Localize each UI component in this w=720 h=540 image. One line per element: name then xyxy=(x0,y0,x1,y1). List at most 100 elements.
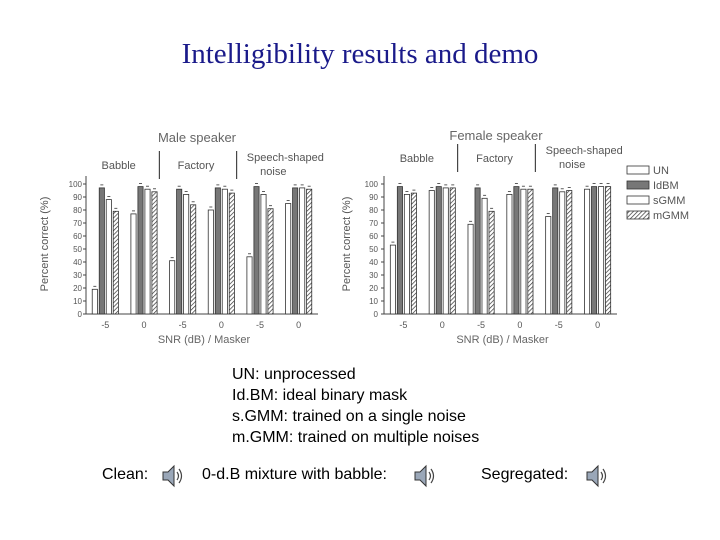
bar-un xyxy=(130,213,137,315)
y-tick-label: 100 xyxy=(365,180,379,189)
panel-title: Female speaker xyxy=(449,128,543,143)
bar-sgmm xyxy=(598,186,605,315)
bar-sgmm xyxy=(481,197,488,315)
audio-row: Clean: 0-d.B mixture with babble: Segreg… xyxy=(0,462,720,492)
legend-item: sGMM xyxy=(653,195,685,207)
bar-mgmm xyxy=(449,187,456,315)
x-tick-label: -5 xyxy=(101,320,109,330)
bar-mgmm xyxy=(527,188,534,315)
bar-mgmm xyxy=(112,210,119,315)
x-tick-label: 0 xyxy=(141,320,146,330)
x-tick-label: 0 xyxy=(517,320,522,330)
y-tick-label: 50 xyxy=(369,245,378,254)
masker-label: Babble xyxy=(102,160,136,172)
y-tick-label: 30 xyxy=(73,271,82,280)
x-tick-label: 0 xyxy=(595,320,600,330)
panel-title: Male speaker xyxy=(158,130,237,145)
legend-item: IdBM xyxy=(653,180,679,192)
y-tick-label: 40 xyxy=(369,258,378,267)
abbr-mgmm: m.GMM: trained on multiple noises xyxy=(232,429,480,446)
legend-swatch xyxy=(626,165,650,175)
bar-un xyxy=(584,188,591,315)
abbr-idbm: Id.BM: ideal binary mask xyxy=(232,387,408,404)
x-tick-label: -5 xyxy=(555,320,563,330)
x-tick-label: -5 xyxy=(256,320,264,330)
x-tick-label: 0 xyxy=(219,320,224,330)
y-axis-label: Percent correct (%) xyxy=(39,197,51,292)
bar-un xyxy=(91,288,98,315)
bar-idbm xyxy=(435,186,442,315)
y-tick-label: 0 xyxy=(374,310,379,319)
bar-mgmm xyxy=(190,204,197,315)
y-tick-label: 90 xyxy=(369,193,378,202)
y-tick-label: 50 xyxy=(73,245,82,254)
bar-mgmm xyxy=(306,188,313,315)
bar-idbm xyxy=(292,187,299,315)
abbreviations: UN: unprocessed Id.BM: ideal binary mask… xyxy=(232,364,479,448)
mixture-speaker-icon[interactable] xyxy=(412,462,438,490)
bar-sgmm xyxy=(442,187,449,315)
charts: Male speaker Percent correct (%) 0 10 20 30 40… xyxy=(39,128,689,346)
y-tick-label: 90 xyxy=(73,193,82,202)
clean-speaker-icon[interactable] xyxy=(160,462,186,490)
bar-idbm xyxy=(98,187,105,315)
legend-item: UN xyxy=(653,165,669,177)
y-tick-label: 70 xyxy=(73,219,82,228)
y-tick-label: 60 xyxy=(369,232,378,241)
abbr-un: UN: unprocessed xyxy=(232,366,356,383)
masker-label: Speech-shaped xyxy=(247,152,324,164)
bar-un xyxy=(428,190,435,315)
legend-swatch xyxy=(626,210,650,220)
bar-mgmm xyxy=(605,186,612,315)
bar-idbm xyxy=(137,186,144,315)
clean-label: Clean: xyxy=(102,466,149,483)
bar-un xyxy=(285,203,292,315)
bar-idbm xyxy=(214,187,221,315)
segregated-speaker-icon[interactable] xyxy=(584,462,610,490)
bar-mgmm xyxy=(228,192,235,315)
y-tick-label: 10 xyxy=(369,297,378,306)
bar-sgmm xyxy=(403,193,410,315)
bar-mgmm xyxy=(488,210,495,315)
bar-idbm xyxy=(591,186,598,315)
masker-label-line2: noise xyxy=(260,166,286,178)
bar-sgmm xyxy=(299,187,306,315)
masker-label: Factory xyxy=(178,160,215,172)
bar-sgmm xyxy=(520,188,527,315)
bar-idbm xyxy=(253,186,260,315)
y-tick-label: 80 xyxy=(73,206,82,215)
x-tick-label: 0 xyxy=(440,320,445,330)
y-tick-label: 10 xyxy=(73,297,82,306)
bar-mgmm xyxy=(410,192,417,315)
y-tick-label: 70 xyxy=(369,219,378,228)
masker-label: Factory xyxy=(476,153,513,165)
bar-mgmm xyxy=(267,208,274,315)
y-axis-label: Percent correct (%) xyxy=(341,197,353,292)
segregated-label: Segregated: xyxy=(481,466,569,483)
bar-idbm xyxy=(552,187,559,315)
y-tick-label: 60 xyxy=(73,232,82,241)
bar-sgmm xyxy=(105,199,112,315)
bar-un xyxy=(467,223,474,315)
mixture-label: 0-d.B mixture with babble: xyxy=(202,466,387,483)
bar-un xyxy=(506,193,513,315)
masker-label: Babble xyxy=(400,153,434,165)
bar-sgmm xyxy=(221,188,228,315)
y-tick-label: 100 xyxy=(69,180,83,189)
bar-idbm xyxy=(513,186,520,315)
y-tick-label: 0 xyxy=(78,310,83,319)
y-tick-label: 40 xyxy=(73,258,82,267)
bar-un xyxy=(169,260,176,315)
bar-sgmm xyxy=(183,193,190,315)
y-tick-label: 30 xyxy=(369,271,378,280)
masker-label: Speech-shaped xyxy=(546,145,623,157)
x-tick-label: -5 xyxy=(399,320,407,330)
y-tick-label: 20 xyxy=(369,284,378,293)
legend-item: mGMM xyxy=(653,210,689,222)
bar-un xyxy=(389,244,396,315)
legend-swatch xyxy=(626,195,650,205)
bar-un xyxy=(246,256,253,315)
bar-mgmm xyxy=(151,191,158,315)
x-axis-label: SNR (dB) / Masker xyxy=(456,334,549,346)
y-tick-label: 20 xyxy=(73,284,82,293)
